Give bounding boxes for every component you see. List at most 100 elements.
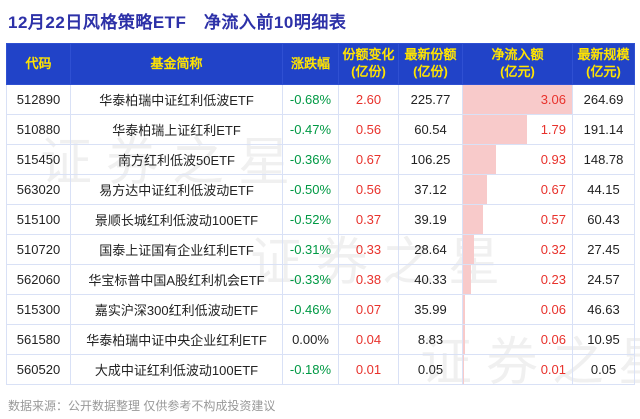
net-inflow-bar bbox=[463, 205, 484, 234]
change-cell: -0.31% bbox=[282, 234, 339, 265]
scale-cell: 60.43 bbox=[572, 204, 635, 235]
column-header-code: 代码 bbox=[6, 43, 71, 85]
net-inflow-bar bbox=[463, 235, 475, 264]
latest-shares-cell: 60.54 bbox=[398, 114, 463, 145]
net-inflow-bar bbox=[463, 115, 527, 144]
net-inflow-cell: 1.79 bbox=[462, 114, 573, 145]
net-inflow-cell: 0.01 bbox=[462, 354, 573, 385]
column-header-scale: 最新规模 (亿元) bbox=[572, 43, 635, 85]
code-cell: 561580 bbox=[6, 324, 71, 355]
change-cell: -0.50% bbox=[282, 174, 339, 205]
change-cell: -0.36% bbox=[282, 144, 339, 175]
net-inflow-cell: 0.32 bbox=[462, 234, 573, 265]
fund-name-cell: 易方达中证红利低波动ETF bbox=[70, 174, 283, 205]
share-change-cell: 0.56 bbox=[338, 174, 399, 205]
net-inflow-bar bbox=[463, 85, 572, 114]
share-change-cell: 0.04 bbox=[338, 324, 399, 355]
column-header-net-inflow: 净流入额 (亿元) bbox=[462, 43, 573, 85]
net-inflow-bar bbox=[463, 145, 497, 174]
net-inflow-bar bbox=[463, 175, 487, 204]
share-change-cell: 0.56 bbox=[338, 114, 399, 145]
fund-name-cell: 华泰柏瑞上证红利ETF bbox=[70, 114, 283, 145]
latest-shares-cell: 37.12 bbox=[398, 174, 463, 205]
net-inflow-cell: 0.57 bbox=[462, 204, 573, 235]
change-cell: -0.33% bbox=[282, 264, 339, 295]
scale-cell: 148.78 bbox=[572, 144, 635, 175]
table-row: 512890 华泰柏瑞中证红利低波ETF -0.68% 2.60 225.77 3.06 2… bbox=[6, 84, 635, 115]
scale-cell: 0.05 bbox=[572, 354, 635, 385]
table-row: 560520 大成中证红利低波动100ETF -0.18% 0.01 0.05 0.01 0… bbox=[6, 354, 635, 385]
code-cell: 562060 bbox=[6, 264, 71, 295]
column-header-latest-shares: 最新份额 (亿份) bbox=[398, 43, 463, 85]
latest-shares-cell: 28.64 bbox=[398, 234, 463, 265]
net-inflow-cell: 0.06 bbox=[462, 294, 573, 325]
code-cell: 510720 bbox=[6, 234, 71, 265]
net-inflow-bar bbox=[463, 295, 466, 324]
latest-shares-cell: 0.05 bbox=[398, 354, 463, 385]
table-row: 510720 国泰上证国有企业红利ETF -0.31% 0.33 28.64 0.32 27… bbox=[6, 234, 635, 265]
latest-shares-cell: 225.77 bbox=[398, 84, 463, 115]
latest-shares-cell: 35.99 bbox=[398, 294, 463, 325]
code-cell: 515100 bbox=[6, 204, 71, 235]
latest-shares-cell: 40.33 bbox=[398, 264, 463, 295]
table-row: 515100 景顺长城红利低波动100ETF -0.52% 0.37 39.19 0.57… bbox=[6, 204, 635, 235]
net-inflow-bar bbox=[463, 355, 464, 384]
table-header-row: 代码 基金简称 涨跌幅 份额变化 (亿份) 最新份额 (亿份) 净流入额 (亿元) 最新规模 (亿元… bbox=[6, 43, 635, 85]
column-header-share-change: 份额变化 (亿份) bbox=[338, 43, 399, 85]
table-row: 515450 南方红利低波50ETF -0.36% 0.67 106.25 0.93 148… bbox=[6, 144, 635, 175]
scale-cell: 191.14 bbox=[572, 114, 635, 145]
column-header-change: 涨跌幅 bbox=[282, 43, 339, 85]
share-change-cell: 2.60 bbox=[338, 84, 399, 115]
scale-cell: 24.57 bbox=[572, 264, 635, 295]
code-cell: 560520 bbox=[6, 354, 71, 385]
fund-name-cell: 嘉实沪深300红利低波动ETF bbox=[70, 294, 283, 325]
fund-name-cell: 华泰柏瑞中证红利低波ETF bbox=[70, 84, 283, 115]
net-inflow-bar bbox=[463, 265, 472, 294]
fund-name-cell: 国泰上证国有企业红利ETF bbox=[70, 234, 283, 265]
code-cell: 510880 bbox=[6, 114, 71, 145]
table-row: 563020 易方达中证红利低波动ETF -0.50% 0.56 37.12 0.67 44… bbox=[6, 174, 635, 205]
change-cell: -0.47% bbox=[282, 114, 339, 145]
fund-name-cell: 华泰柏瑞中证中央企业红利ETF bbox=[70, 324, 283, 355]
column-header-fund-name: 基金简称 bbox=[70, 43, 283, 85]
fund-name-cell: 大成中证红利低波动100ETF bbox=[70, 354, 283, 385]
fund-name-cell: 华宝标普中国A股红利机会ETF bbox=[70, 264, 283, 295]
net-inflow-bar bbox=[463, 325, 466, 354]
change-cell: -0.46% bbox=[282, 294, 339, 325]
scale-cell: 44.15 bbox=[572, 174, 635, 205]
scale-cell: 46.63 bbox=[572, 294, 635, 325]
code-cell: 515300 bbox=[6, 294, 71, 325]
share-change-cell: 0.67 bbox=[338, 144, 399, 175]
net-inflow-cell: 0.93 bbox=[462, 144, 573, 175]
share-change-cell: 0.07 bbox=[338, 294, 399, 325]
net-inflow-cell: 0.67 bbox=[462, 174, 573, 205]
change-cell: -0.52% bbox=[282, 204, 339, 235]
table-row: 515300 嘉实沪深300红利低波动ETF -0.46% 0.07 35.99 0.06… bbox=[6, 294, 635, 325]
share-change-cell: 0.38 bbox=[338, 264, 399, 295]
scale-cell: 264.69 bbox=[572, 84, 635, 115]
change-cell: 0.00% bbox=[282, 324, 339, 355]
share-change-cell: 0.01 bbox=[338, 354, 399, 385]
share-change-cell: 0.37 bbox=[338, 204, 399, 235]
latest-shares-cell: 106.25 bbox=[398, 144, 463, 175]
table-row: 561580 华泰柏瑞中证中央企业红利ETF 0.00% 0.04 8.83 0.06 10… bbox=[6, 324, 635, 355]
etf-net-inflow-table: 代码 基金简称 涨跌幅 份额变化 (亿份) 最新份额 (亿份) 净流入额 (亿元) 最新规模 (亿元… bbox=[6, 43, 635, 385]
scale-cell: 27.45 bbox=[572, 234, 635, 265]
code-cell: 563020 bbox=[6, 174, 71, 205]
net-inflow-cell: 0.06 bbox=[462, 324, 573, 355]
change-cell: -0.68% bbox=[282, 84, 339, 115]
scale-cell: 10.95 bbox=[572, 324, 635, 355]
page-title: 12月22日风格策略ETF 净流入前10明细表 bbox=[8, 13, 347, 32]
latest-shares-cell: 39.19 bbox=[398, 204, 463, 235]
table-row: 562060 华宝标普中国A股红利机会ETF -0.33% 0.38 40.33 0.23… bbox=[6, 264, 635, 295]
share-change-cell: 0.33 bbox=[338, 234, 399, 265]
table-row: 510880 华泰柏瑞上证红利ETF -0.47% 0.56 60.54 1.79 191.… bbox=[6, 114, 635, 145]
code-cell: 512890 bbox=[6, 84, 71, 115]
fund-name-cell: 南方红利低波50ETF bbox=[70, 144, 283, 175]
code-cell: 515450 bbox=[6, 144, 71, 175]
net-inflow-cell: 3.06 bbox=[462, 84, 573, 115]
change-cell: -0.18% bbox=[282, 354, 339, 385]
fund-name-cell: 景顺长城红利低波动100ETF bbox=[70, 204, 283, 235]
latest-shares-cell: 8.83 bbox=[398, 324, 463, 355]
